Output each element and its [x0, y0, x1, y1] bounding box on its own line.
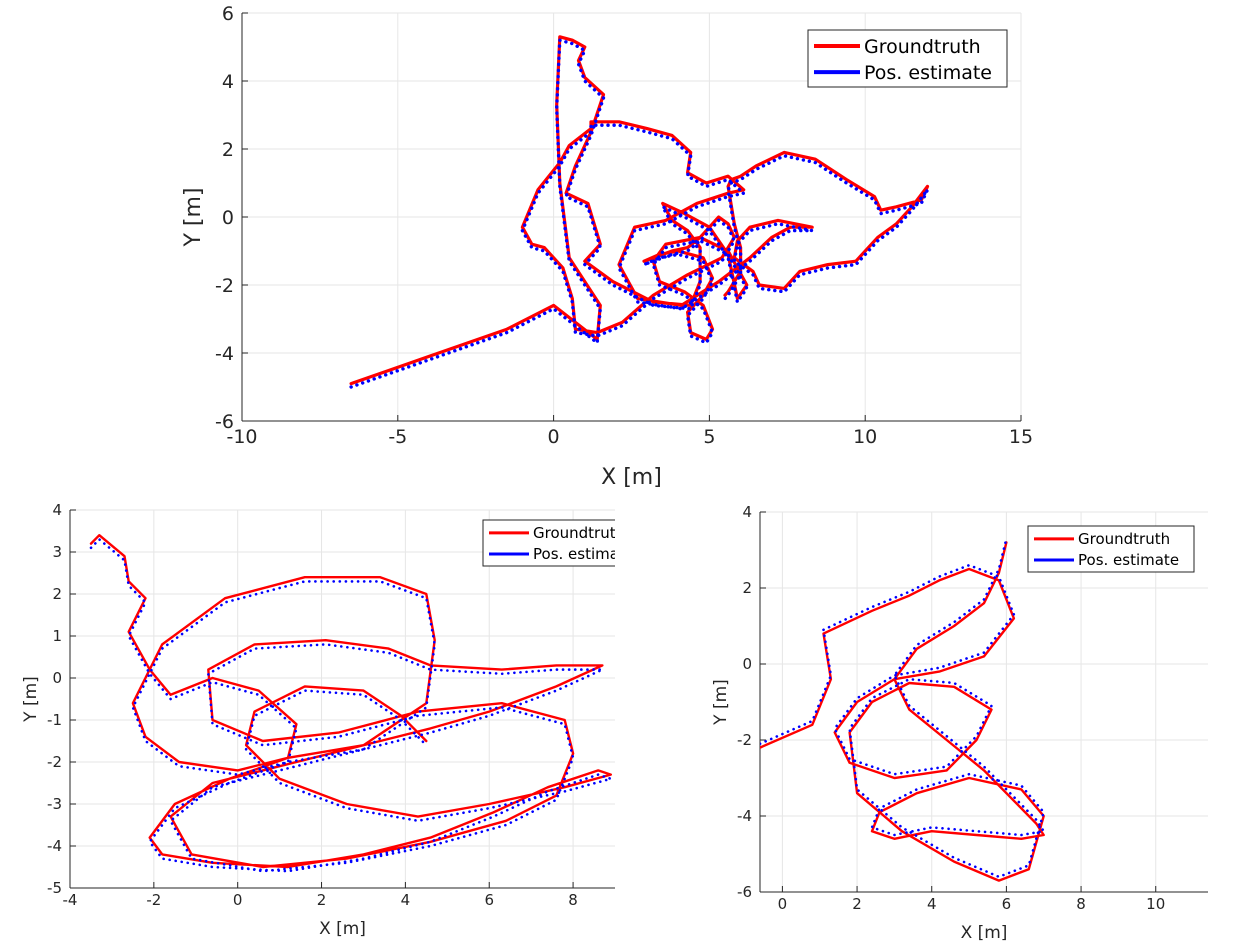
legend: Groundtruth Pos. estimate: [482, 519, 634, 567]
y-tick-label: 4: [742, 503, 752, 521]
y-tick-label: 2: [52, 585, 62, 603]
x-tick-label: 6: [484, 891, 494, 909]
y-tick-label: -3: [47, 795, 62, 813]
x-tick-label: 5: [703, 426, 715, 448]
y-axis-label: Y [m]: [181, 187, 206, 247]
y-tick-label: 0: [222, 207, 234, 229]
x-axis-label: X [m]: [961, 923, 1008, 941]
legend-box: [1027, 525, 1195, 573]
legend-box: [807, 29, 1008, 88]
x-tick-label: 2: [317, 891, 327, 909]
x-tick-label: 10: [853, 426, 877, 448]
y-tick-label: 0: [52, 669, 62, 687]
legend-box: [482, 519, 615, 567]
y-tick-label: -2: [47, 753, 62, 771]
series-line-groundtruth: [89, 534, 612, 869]
x-tick-label: 15: [1009, 426, 1033, 448]
y-axis-label: Y [m]: [711, 679, 731, 726]
y-tick-label: 4: [222, 71, 234, 93]
y-tick-label: -2: [737, 731, 752, 749]
x-tick-label: 8: [568, 891, 578, 909]
legend: Groundtruth Pos. estimate: [807, 29, 1008, 88]
legend-label: Pos. estimate: [533, 545, 634, 563]
x-axis-label: X [m]: [601, 465, 662, 490]
y-tick-label: 0: [742, 655, 752, 673]
y-tick-label: 6: [222, 3, 234, 25]
series-line-pos-estimate: [89, 538, 613, 873]
y-tick-label: 2: [222, 139, 234, 161]
x-tick-label: -10: [226, 426, 257, 448]
series-line-groundtruth: [760, 541, 1045, 882]
series-line-pos-estimate: [760, 537, 1045, 879]
x-tick-label: 2: [852, 895, 862, 913]
y-tick-label: 1: [52, 627, 62, 645]
x-tick-label: 4: [401, 891, 411, 909]
legend-label: Groundtruth: [864, 36, 981, 58]
x-tick-label: 10: [1146, 895, 1165, 913]
y-tick-label: -6: [737, 883, 752, 901]
y-tick-label: -5: [47, 879, 62, 897]
y-tick-label: -4: [215, 343, 234, 365]
x-tick-label: -2: [146, 891, 161, 909]
series-line-groundtruth: [349, 35, 930, 386]
x-tick-label: 6: [1002, 895, 1012, 913]
y-tick-label: -6: [215, 411, 234, 433]
x-tick-label: -4: [63, 891, 78, 909]
y-tick-label: 2: [742, 579, 752, 597]
x-tick-label: 0: [548, 426, 560, 448]
x-tick-label: 4: [927, 895, 937, 913]
legend-label: Groundtruth: [533, 524, 625, 542]
legend: Groundtruth Pos. estimate: [1027, 525, 1195, 573]
chart-bottom-right: 0 2 4 6 8 10 -6 -4 -2 0 2 4 X [m] Y [m] Groundtruth Pos…: [711, 503, 1208, 941]
y-tick-label: 3: [52, 543, 62, 561]
chart-top: -10 -5 0 5 10 15 -6 -4 -2 0 2 4 6 X [m] Y [m] Groundtru…: [181, 3, 1033, 490]
x-tick-label: 0: [778, 895, 788, 913]
y-axis-label: Y [m]: [21, 676, 41, 723]
legend-label: Groundtruth: [1078, 530, 1170, 548]
y-tick-label: -1: [47, 711, 62, 729]
x-axis-label: X [m]: [319, 919, 366, 939]
series-line-pos-estimate: [349, 38, 930, 389]
y-tick-label: -4: [737, 807, 752, 825]
legend-label: Pos. estimate: [864, 62, 992, 84]
x-tick-label: 0: [233, 891, 243, 909]
legend-label: Pos. estimate: [1078, 551, 1179, 569]
y-tick-label: 4: [52, 501, 62, 519]
y-tick-label: -2: [215, 275, 234, 297]
y-tick-label: -4: [47, 837, 62, 855]
x-tick-label: 8: [1076, 895, 1086, 913]
x-tick-label: -5: [388, 426, 407, 448]
